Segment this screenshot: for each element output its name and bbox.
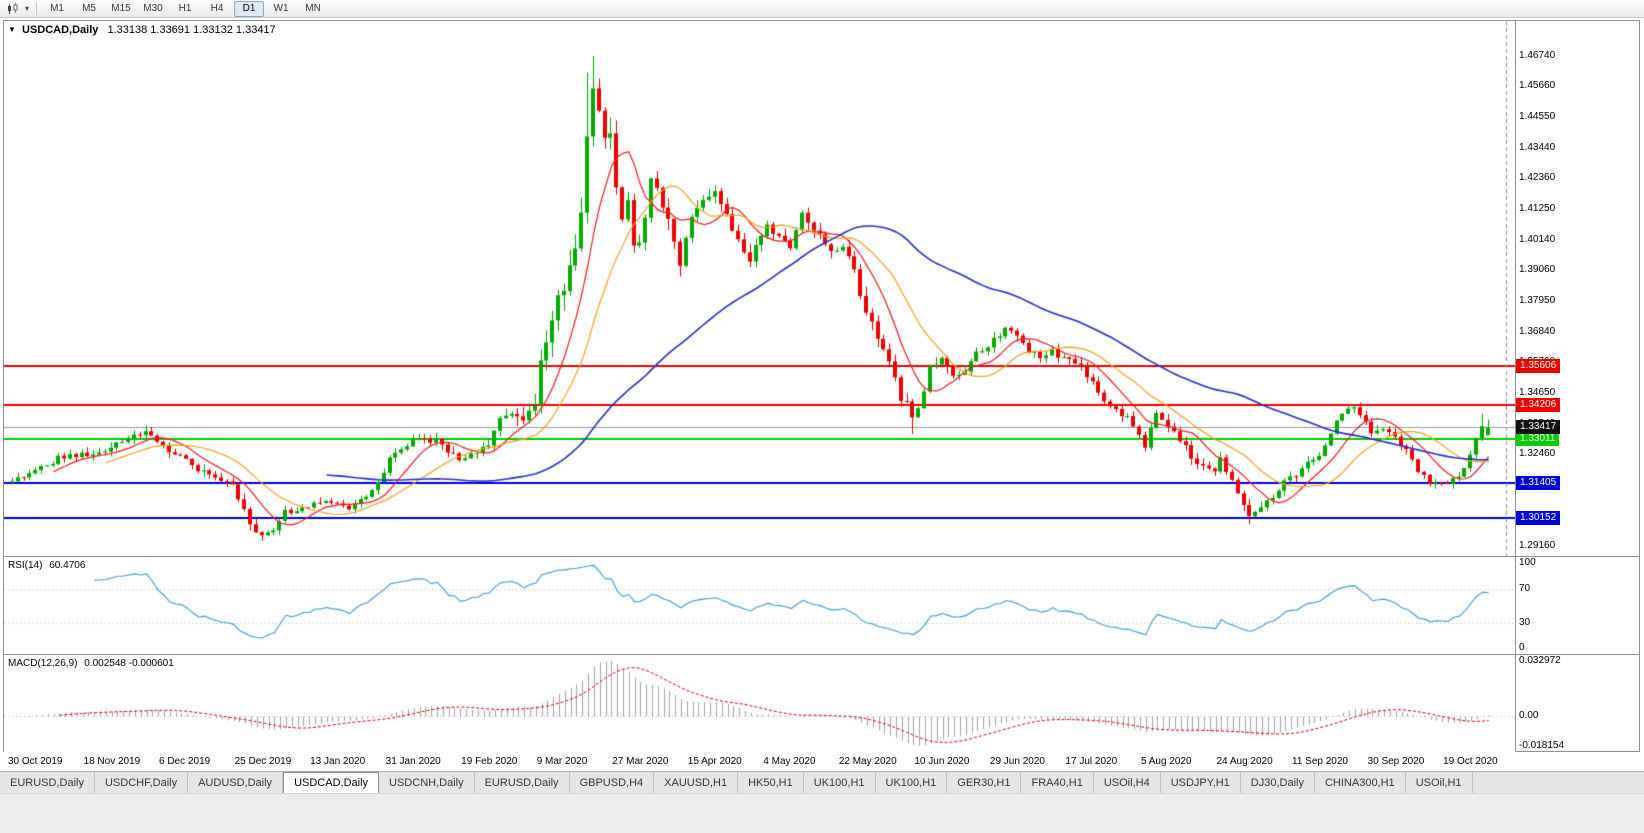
rsi-scale-label: 30 bbox=[1519, 616, 1531, 628]
chart-tab-GBPUSD-H4[interactable]: GBPUSD,H4 bbox=[569, 772, 655, 793]
macd-scale-label: 0.00 bbox=[1519, 710, 1539, 722]
time-axis-label: 30 Oct 2019 bbox=[8, 756, 63, 767]
time-axis-label: 10 Jun 2020 bbox=[914, 756, 970, 767]
ohlc-values: 1.33138 1.33691 1.33132 1.33417 bbox=[107, 24, 276, 36]
rsi-scale-label: 70 bbox=[1519, 582, 1531, 594]
price-level-badge: 1.35606 bbox=[1516, 359, 1561, 374]
toolbar: ▾ M1 M5 M15 M30 H1 H4 D1 W1 MN bbox=[0, 0, 1644, 18]
rsi-pane-canvas[interactable] bbox=[4, 557, 1515, 654]
price-tick: 1.46740 bbox=[1519, 50, 1556, 62]
chart-tab-USDCAD-Daily[interactable]: USDCAD,Daily bbox=[283, 772, 380, 793]
collapse-arrow-icon[interactable]: ▼ bbox=[8, 25, 16, 34]
symbol-period-label: USDCAD,Daily bbox=[21, 24, 99, 36]
price-tick: 1.42360 bbox=[1519, 172, 1556, 184]
price-tick: 1.44550 bbox=[1519, 111, 1556, 123]
time-axis-label: 31 Jan 2020 bbox=[385, 756, 441, 767]
chart-tab-USDCNH-Daily[interactable]: USDCNH,Daily bbox=[379, 772, 475, 793]
chart-style-dropdown-icon[interactable]: ▾ bbox=[25, 4, 30, 13]
rsi-value: 60.4706 bbox=[49, 560, 86, 571]
time-axis-label: 4 May 2020 bbox=[763, 756, 816, 767]
timeframe-button-M15[interactable]: M15 bbox=[111, 2, 131, 14]
price-tick: 1.39060 bbox=[1519, 264, 1556, 276]
timeframe-button-W1[interactable]: W1 bbox=[273, 2, 289, 14]
pane-separator[interactable] bbox=[4, 556, 1640, 557]
timeframe-button-MN[interactable]: MN bbox=[305, 2, 321, 14]
candlestick-style-icon[interactable] bbox=[6, 2, 20, 15]
macd-label: MACD(12,26,9) 0.002548 -0.000601 bbox=[8, 658, 174, 669]
chart-tab-FRA40-H1[interactable]: FRA40,H1 bbox=[1021, 772, 1094, 793]
time-axis-label: 19 Feb 2020 bbox=[461, 756, 518, 767]
time-axis-label: 13 Jan 2020 bbox=[310, 756, 366, 767]
time-axis-label: 15 Apr 2020 bbox=[687, 756, 742, 767]
chart-tab-EURUSD-Daily[interactable]: EURUSD,Daily bbox=[474, 772, 570, 793]
chart-tabs-bar: EURUSD,Daily USDCHF,Daily AUDUSD,Daily USDC… bbox=[0, 771, 1644, 793]
time-axis-label: 5 Aug 2020 bbox=[1140, 756, 1192, 767]
macd-name: MACD(12,26,9) bbox=[8, 658, 78, 669]
time-axis-label: 18 Nov 2019 bbox=[83, 756, 141, 767]
price-level-badge: 1.31405 bbox=[1516, 476, 1561, 491]
chart-tab-AUDUSD-Daily[interactable]: AUDUSD,Daily bbox=[188, 772, 284, 793]
chart-tab-EURUSD-Daily[interactable]: EURUSD,Daily bbox=[0, 772, 95, 793]
chart-tab-USDCHF-Daily[interactable]: USDCHF,Daily bbox=[94, 772, 189, 793]
price-tick: 1.32460 bbox=[1519, 448, 1556, 460]
price-tick: 1.34650 bbox=[1519, 386, 1556, 398]
time-axis-label: 27 Mar 2020 bbox=[612, 756, 669, 767]
price-tick: 1.41250 bbox=[1519, 203, 1556, 215]
time-axis-label: 11 Sep 2020 bbox=[1292, 756, 1348, 767]
price-level-badge: 1.30152 bbox=[1516, 511, 1561, 526]
timeframe-button-D1[interactable]: D1 bbox=[234, 0, 265, 17]
time-axis-label: 29 Jun 2020 bbox=[989, 756, 1045, 767]
rsi-scale-label: 0 bbox=[1519, 642, 1525, 653]
timeframe-button-M5[interactable]: M5 bbox=[82, 2, 96, 14]
price-axis-divider bbox=[1515, 21, 1516, 752]
rsi-name: RSI(14) bbox=[8, 560, 43, 571]
price-level-badge: 1.33011 bbox=[1516, 431, 1560, 446]
bottom-strip bbox=[0, 793, 1644, 833]
price-tick: 1.43440 bbox=[1519, 142, 1556, 154]
price-tick: 1.37950 bbox=[1519, 295, 1556, 307]
chart-tab-HK50-H1[interactable]: HK50,H1 bbox=[738, 772, 804, 793]
chart-tab-GER30-H1[interactable]: GER30,H1 bbox=[947, 772, 1022, 793]
chart-tab-UK100-H1[interactable]: UK100,H1 bbox=[875, 772, 948, 793]
timeframe-button-M1[interactable]: M1 bbox=[50, 2, 64, 14]
rsi-label: RSI(14) 60.4706 bbox=[8, 560, 85, 571]
time-axis-label: 30 Sep 2020 bbox=[1367, 756, 1425, 767]
current-price-badge: 1.33417 bbox=[1516, 420, 1561, 435]
macd-scale-label: 0.032972 bbox=[1519, 655, 1561, 666]
chart-tab-DJ30-Daily[interactable]: DJ30,Daily bbox=[1240, 772, 1315, 793]
price-chart-canvas[interactable] bbox=[4, 21, 1515, 556]
price-tick: 1.36840 bbox=[1519, 325, 1556, 337]
chart-tab-USOil-H1[interactable]: USOil,H1 bbox=[1405, 772, 1473, 793]
time-axis-label: 6 Dec 2019 bbox=[159, 756, 211, 767]
time-axis-label: 9 Mar 2020 bbox=[536, 756, 588, 767]
toolbar-separator bbox=[36, 2, 38, 15]
time-axis-label: 17 Jul 2020 bbox=[1065, 756, 1118, 767]
timeframe-button-M30[interactable]: M30 bbox=[143, 2, 163, 14]
price-tick: 1.45660 bbox=[1519, 80, 1556, 92]
timeframe-button-H1[interactable]: H1 bbox=[178, 2, 192, 14]
chart-tab-USOil-H4[interactable]: USOil,H4 bbox=[1093, 772, 1161, 793]
pane-separator[interactable] bbox=[4, 654, 1640, 655]
time-axis-label: 19 Oct 2020 bbox=[1443, 756, 1498, 767]
chart-tab-CHINA300-H1[interactable]: CHINA300,H1 bbox=[1314, 772, 1406, 793]
macd-values: 0.002548 -0.000601 bbox=[84, 658, 174, 669]
chart-tab-UK100-H1[interactable]: UK100,H1 bbox=[803, 772, 876, 793]
price-tick: 1.29160 bbox=[1519, 539, 1556, 551]
price-level-badge: 1.34206 bbox=[1516, 398, 1561, 413]
chart-title: ▼ USDCAD,Daily 1.33138 1.33691 1.33132 1… bbox=[8, 24, 276, 36]
time-axis-label: 24 Aug 2020 bbox=[1216, 756, 1273, 767]
time-axis-label: 25 Dec 2019 bbox=[234, 756, 292, 767]
rsi-scale-label: 100 bbox=[1519, 557, 1536, 568]
time-axis-label: 22 May 2020 bbox=[838, 756, 897, 767]
timeframe-button-H4[interactable]: H4 bbox=[210, 2, 224, 14]
macd-scale-label: -0.018154 bbox=[1519, 740, 1565, 751]
timeframe-group: M1 M5 M15 M30 H1 H4 D1 W1 MN bbox=[41, 0, 329, 17]
chart-tab-XAUUSD-H1[interactable]: XAUUSD,H1 bbox=[654, 772, 739, 793]
chart-tab-USDJPY-H1[interactable]: USDJPY,H1 bbox=[1160, 772, 1241, 793]
price-tick: 1.40140 bbox=[1519, 234, 1556, 246]
macd-pane-canvas[interactable] bbox=[4, 655, 1515, 752]
